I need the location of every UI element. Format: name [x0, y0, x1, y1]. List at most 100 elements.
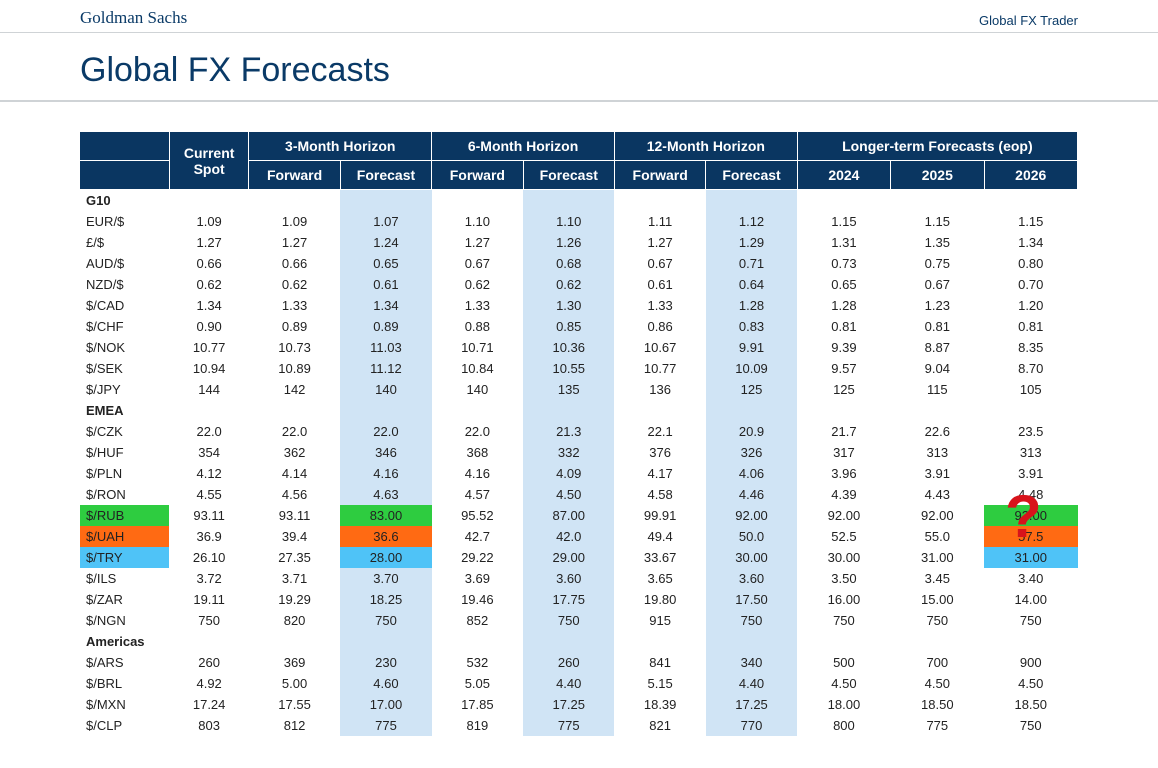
table-row: $/UAH36.939.436.642.742.049.450.052.555.… — [80, 526, 1078, 547]
cell-value: 30.00 — [706, 547, 797, 568]
cell-value: 775 — [340, 715, 431, 736]
cell-value: 115 — [891, 379, 984, 400]
section-row: EMEA — [80, 400, 1078, 421]
cell-value: 1.35 — [891, 232, 984, 253]
cell-value: 1.10 — [523, 211, 614, 232]
cell-value: 1.15 — [984, 211, 1078, 232]
cell-value: 1.10 — [432, 211, 523, 232]
cell-value: 95.52 — [432, 505, 523, 526]
cell-value: 260 — [523, 652, 614, 673]
cell-value: 750 — [984, 610, 1078, 631]
cell-value: 52.5 — [797, 526, 890, 547]
cell-value: 10.84 — [432, 358, 523, 379]
cell-value: 3.45 — [891, 568, 984, 589]
table-row: $/NGN750820750852750915750750750750 — [80, 610, 1078, 631]
cell-value: 17.75 — [523, 589, 614, 610]
cell-value: 140 — [340, 379, 431, 400]
cell-value: 340 — [706, 652, 797, 673]
cell-value: 19.29 — [249, 589, 340, 610]
cell-value: 10.67 — [614, 337, 705, 358]
cell-value: 8.70 — [984, 358, 1078, 379]
cell-value: 10.09 — [706, 358, 797, 379]
cell-value: 0.65 — [797, 274, 890, 295]
cell-value: 1.24 — [340, 232, 431, 253]
cell-value: 0.66 — [249, 253, 340, 274]
pair-label: $/CLP — [80, 715, 169, 736]
cell-value: 3.72 — [169, 568, 248, 589]
cell-value: 0.65 — [340, 253, 431, 274]
cell-value: 17.85 — [432, 694, 523, 715]
table-row: $/CAD1.341.331.341.331.301.331.281.281.2… — [80, 295, 1078, 316]
cell-value: 0.80 — [984, 253, 1078, 274]
header-3m: 3-Month Horizon — [249, 132, 432, 161]
cell-value: 10.94 — [169, 358, 248, 379]
cell-value: 230 — [340, 652, 431, 673]
header-2026: 2026 — [984, 161, 1078, 190]
cell-value: 1.34 — [340, 295, 431, 316]
pair-label: $/ZAR — [80, 589, 169, 610]
cell-value: 17.24 — [169, 694, 248, 715]
pair-label: $/ARS — [80, 652, 169, 673]
cell-value: 50.0 — [706, 526, 797, 547]
cell-value: 0.73 — [797, 253, 890, 274]
pair-label: $/NGN — [80, 610, 169, 631]
cell-value: 376 — [614, 442, 705, 463]
cell-value: 750 — [169, 610, 248, 631]
table-row: $/JPY144142140140135136125125115105 — [80, 379, 1078, 400]
cell-value: 11.03 — [340, 337, 431, 358]
cell-value: 812 — [249, 715, 340, 736]
cell-value: 19.11 — [169, 589, 248, 610]
cell-value: 1.28 — [706, 295, 797, 316]
cell-value: 1.27 — [249, 232, 340, 253]
cell-value: 87.00 — [523, 505, 614, 526]
cell-value: 3.91 — [984, 463, 1078, 484]
pair-label: $/CHF — [80, 316, 169, 337]
cell-value: 27.35 — [249, 547, 340, 568]
cell-value: 1.31 — [797, 232, 890, 253]
cell-value: 326 — [706, 442, 797, 463]
table-row: £/$1.271.271.241.271.261.271.291.311.351… — [80, 232, 1078, 253]
table-row: $/MXN17.2417.5517.0017.8517.2518.3917.25… — [80, 694, 1078, 715]
cell-value: 0.75 — [891, 253, 984, 274]
cell-value: 30.00 — [797, 547, 890, 568]
table-body: G10EUR/$1.091.091.071.101.101.111.121.15… — [80, 190, 1078, 737]
cell-value: 10.36 — [523, 337, 614, 358]
cell-value: 1.15 — [797, 211, 890, 232]
header-2025: 2025 — [891, 161, 984, 190]
cell-value: 0.67 — [891, 274, 984, 295]
fx-forecast-table: Current Spot 3-Month Horizon 6-Month Hor… — [80, 132, 1078, 736]
cell-value: 49.4 — [614, 526, 705, 547]
cell-value: 915 — [614, 610, 705, 631]
table-row: $/HUF354362346368332376326317313313 — [80, 442, 1078, 463]
cell-value: 9.04 — [891, 358, 984, 379]
cell-value: 1.29 — [706, 232, 797, 253]
cell-value: 9.57 — [797, 358, 890, 379]
cell-value: 4.50 — [797, 673, 890, 694]
pair-label: $/BRL — [80, 673, 169, 694]
cell-value: 1.33 — [614, 295, 705, 316]
cell-value: 1.30 — [523, 295, 614, 316]
table-row: $/NOK10.7710.7311.0310.7110.3610.679.919… — [80, 337, 1078, 358]
cell-value: 0.61 — [614, 274, 705, 295]
pair-label: AUD/$ — [80, 253, 169, 274]
cell-value: 55.0 — [891, 526, 984, 547]
cell-value: 36.6 — [340, 526, 431, 547]
cell-value: 750 — [523, 610, 614, 631]
cell-value: 4.63 — [340, 484, 431, 505]
cell-value: 750 — [891, 610, 984, 631]
cell-value: 1.23 — [891, 295, 984, 316]
cell-value: 0.89 — [249, 316, 340, 337]
table-row: $/ZAR19.1119.2918.2519.4617.7519.8017.50… — [80, 589, 1078, 610]
pair-label: $/ILS — [80, 568, 169, 589]
cell-value: 0.85 — [523, 316, 614, 337]
header-12m: 12-Month Horizon — [614, 132, 797, 161]
cell-value: 1.15 — [891, 211, 984, 232]
section-row: Americas — [80, 631, 1078, 652]
pair-label: $/UAH — [80, 526, 169, 547]
cell-value: 4.43 — [891, 484, 984, 505]
cell-value: 4.16 — [340, 463, 431, 484]
cell-value: 750 — [706, 610, 797, 631]
cell-value: 3.50 — [797, 568, 890, 589]
cell-value: 1.09 — [169, 211, 248, 232]
cell-value: 313 — [984, 442, 1078, 463]
